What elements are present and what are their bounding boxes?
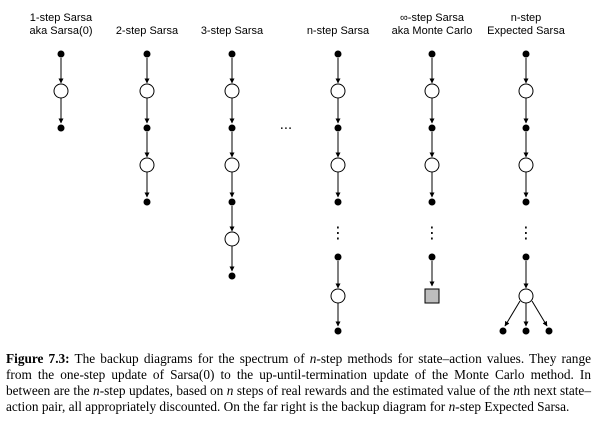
caption-math-n: n [448,399,456,414]
state-action-node [545,327,553,335]
state-node [139,83,155,99]
backup-diagram-2-step-sarsa [139,50,155,206]
expected-branch-arrow [504,300,521,327]
state-node [139,157,155,173]
column-label-n-step-expected-sarsa: n-step Expected Sarsa [487,12,565,37]
vertical-ellipsis: ⋮ [330,223,346,242]
state-action-node [228,272,236,280]
column-label-2-step-sarsa: 2-step Sarsa [115,25,179,37]
state-action-node [228,198,236,206]
state-action-node [428,253,436,261]
state-action-node [228,124,236,132]
state-action-node [334,50,342,58]
horizontal-ellipsis: ··· [280,122,292,137]
state-action-node [522,124,530,132]
backup-diagram-1-step-sarsa [53,50,69,132]
figure-label: Figure 7.3: [6,351,70,366]
backup-diagram-monte-carlo: ⋮ [424,50,440,304]
terminal-state-square [424,288,440,304]
backup-diagram-3-step-sarsa [224,50,240,280]
caption-math-n: n [226,383,234,398]
state-action-node [522,253,530,261]
vertical-ellipsis: ⋮ [424,223,440,242]
state-action-node [143,124,151,132]
state-action-node [428,50,436,58]
state-action-node [334,124,342,132]
caption-text: -step Expected Sarsa. [455,399,570,414]
state-action-node [57,50,65,58]
state-node [224,83,240,99]
state-node [224,157,240,173]
backup-diagram-n-step-expected-sarsa: ⋮ [499,50,553,335]
state-action-node [334,253,342,261]
column-label-3-step-sarsa: 3-step Sarsa [200,25,264,37]
state-node [224,231,240,247]
state-action-node [57,124,65,132]
state-node [518,288,534,304]
figure-caption: Figure 7.3: The backup diagrams for the … [6,351,591,415]
state-action-node [428,124,436,132]
caption-text: -step methods for state–action values. T… [6,351,592,398]
column-label-1-step-sarsa: 1-step Sarsa aka Sarsa(0) [29,12,93,37]
state-action-node [143,198,151,206]
state-action-node [334,327,342,335]
state-action-node [143,50,151,58]
state-node [330,288,346,304]
state-node [424,157,440,173]
caption-text: steps of real rewards and the estimated … [233,383,514,398]
state-node [330,83,346,99]
state-action-node [522,198,530,206]
state-action-node [499,327,507,335]
state-action-node [522,327,530,335]
state-node [53,83,69,99]
state-action-node [522,50,530,58]
caption-text: The backup diagrams for the spectrum of [69,351,310,366]
backup-diagram-n-step-sarsa: ⋮ [330,50,346,335]
caption-math-n: n [93,383,100,398]
caption-text: th next state–action pair, all appropria… [6,383,591,414]
state-node [518,157,534,173]
caption-math-n: n [309,351,317,366]
caption-math-n: n [513,383,520,398]
expected-branch-arrow [531,300,548,327]
state-action-node [334,198,342,206]
column-label-n-step-sarsa: n-step Sarsa [306,25,370,37]
backup-diagrams: ··· ⋮ ⋮ [53,50,553,335]
state-action-node [228,50,236,58]
state-node [424,83,440,99]
caption-text: -step updates, based on [99,383,227,398]
state-node [518,83,534,99]
vertical-ellipsis: ⋮ [518,223,534,242]
state-action-node [428,198,436,206]
column-label-infinity-step-sarsa: ∞-step Sarsa aka Monte Carlo [391,12,473,37]
state-node [330,157,346,173]
